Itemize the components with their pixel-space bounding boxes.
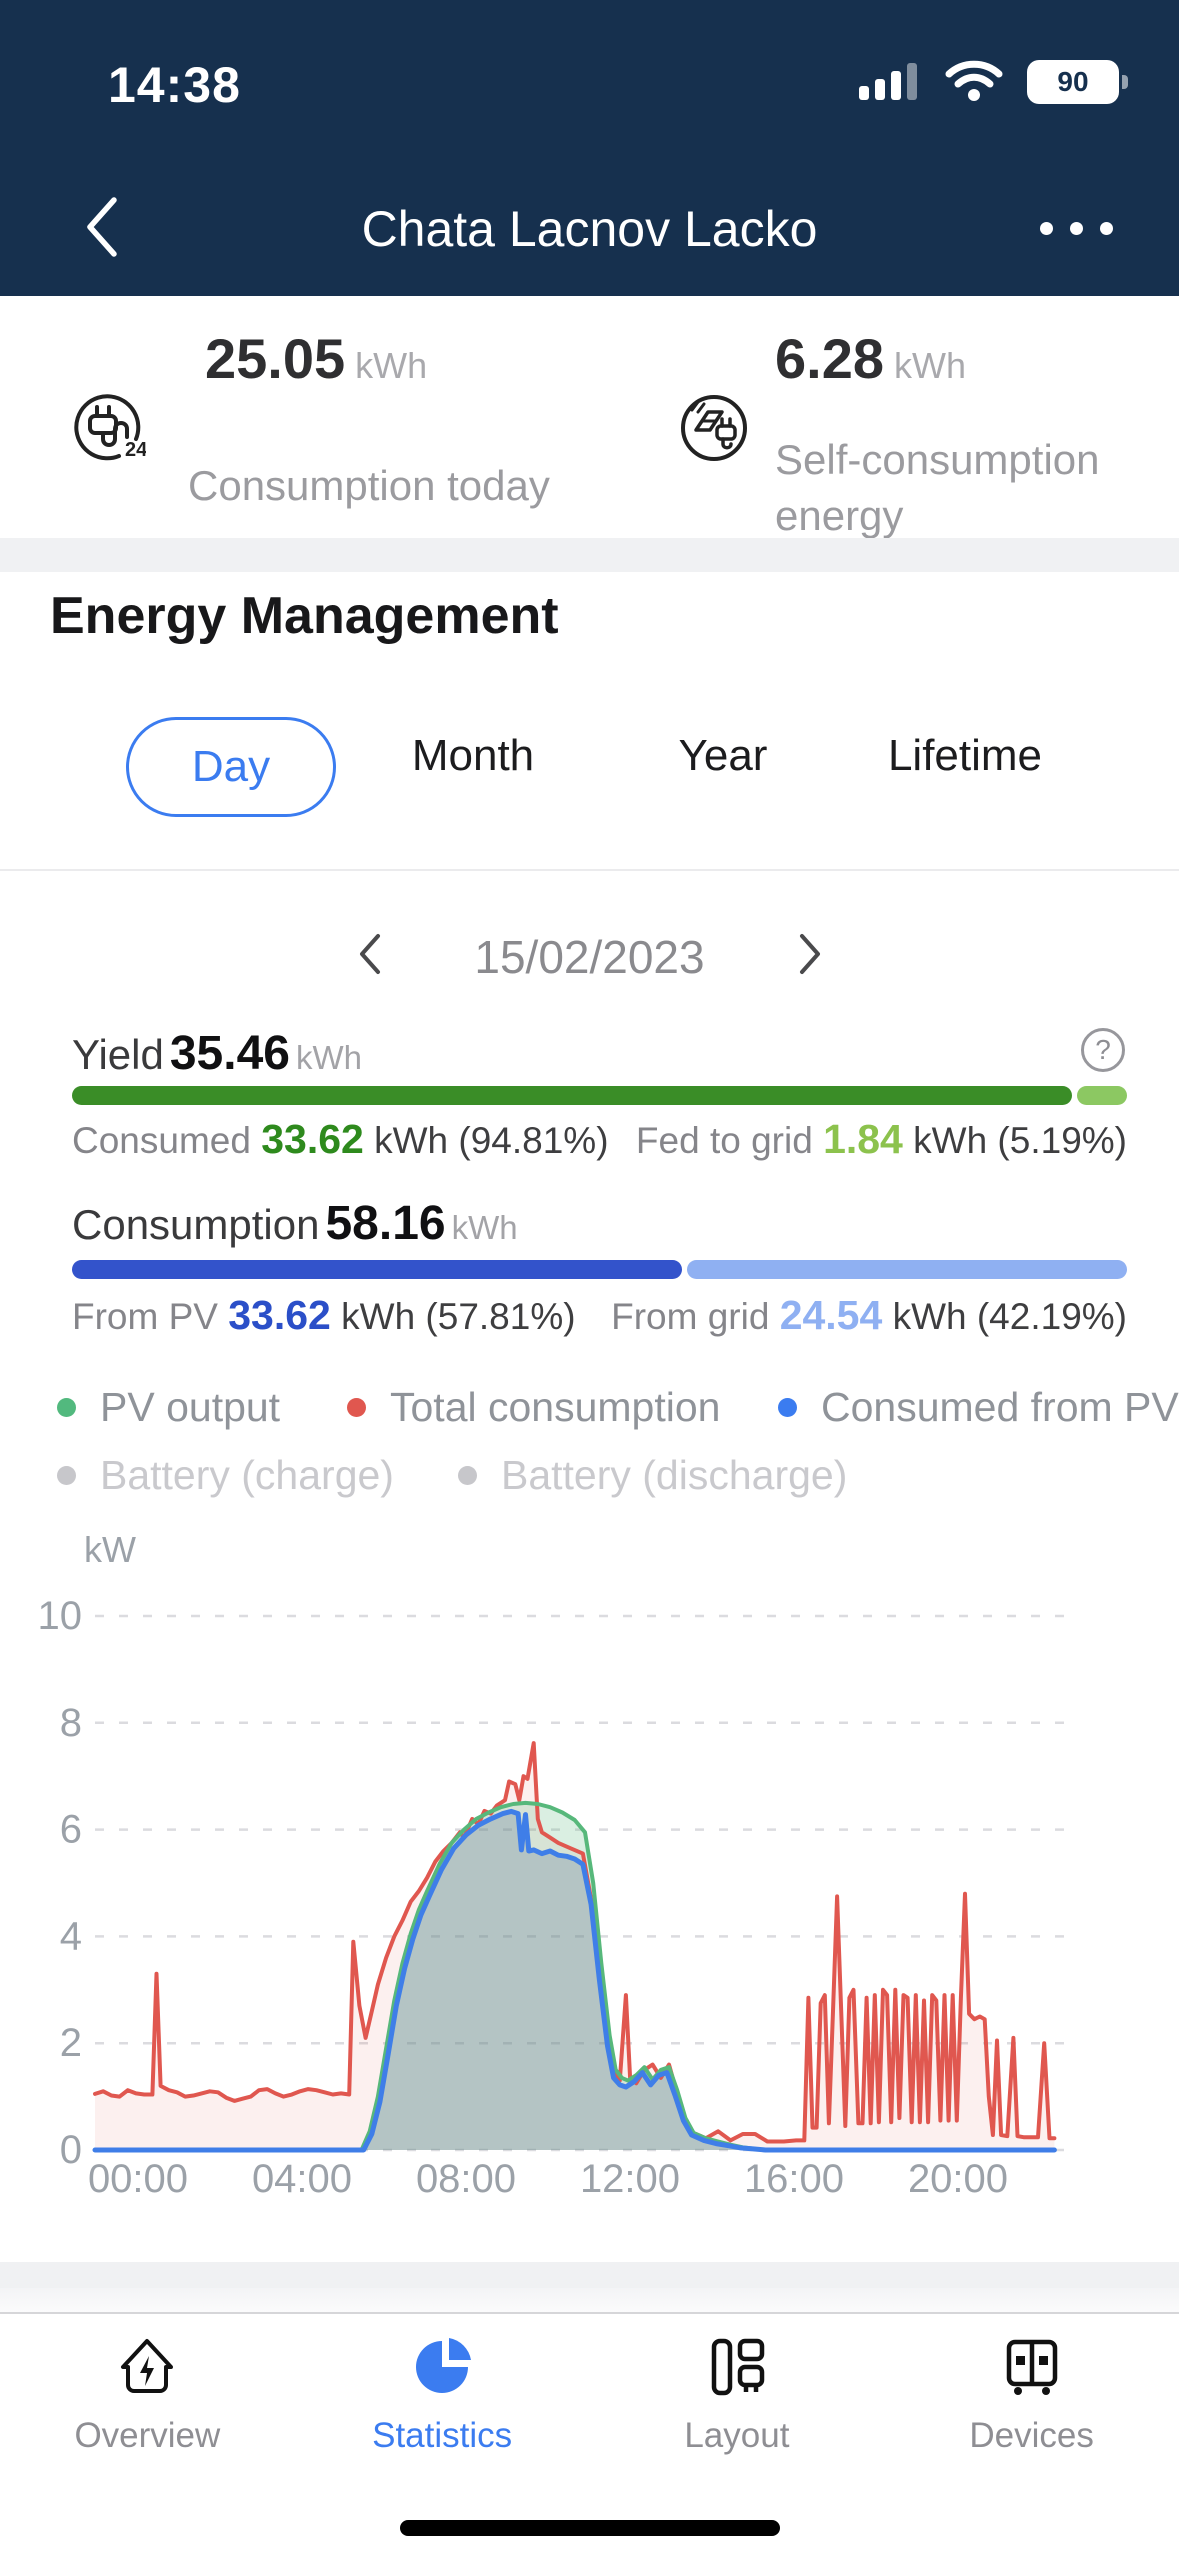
x-tick-label: 08:00 bbox=[416, 2157, 516, 2201]
tab-day[interactable]: Day bbox=[126, 717, 336, 817]
series-area bbox=[95, 1802, 1055, 2150]
y-tick-label: 2 bbox=[60, 2021, 82, 2065]
x-tick-label: 12:00 bbox=[580, 2157, 680, 2201]
y-tick-label: 8 bbox=[60, 1701, 82, 1745]
self-consumption-value: 6.28 kWh bbox=[775, 327, 966, 390]
legend-pv-output[interactable]: PV output bbox=[57, 1384, 280, 1431]
x-tick-label: 16:00 bbox=[744, 2157, 844, 2201]
tab-layout-label: Layout bbox=[684, 2416, 790, 2455]
yield-title: Yield 35.46 kWh bbox=[72, 1027, 362, 1080]
yield-fed-segment bbox=[1077, 1086, 1127, 1105]
legend-dot-green bbox=[57, 1398, 76, 1417]
legend-dot-red bbox=[347, 1398, 366, 1417]
chevron-left-icon bbox=[87, 197, 117, 257]
status-icons: 90 bbox=[859, 60, 1128, 104]
help-icon[interactable]: ? bbox=[1081, 1028, 1125, 1072]
tab-statistics[interactable]: Statistics bbox=[295, 2316, 590, 2556]
page-title: Chata Lacnov Lacko bbox=[361, 201, 818, 257]
consumption-today-value: 25.05 kWh bbox=[205, 327, 428, 390]
section-separator bbox=[0, 538, 1179, 572]
legend-consumed-from-pv[interactable]: Consumed from PV bbox=[778, 1384, 1179, 1431]
series-line bbox=[93, 1800, 1057, 2152]
series-line bbox=[92, 1808, 1057, 2153]
devices-icon bbox=[999, 2334, 1065, 2400]
y-tick-label: 6 bbox=[60, 1808, 82, 1852]
consumption-bar bbox=[72, 1260, 1127, 1279]
self-consumption-label: Self-consumption energy bbox=[775, 436, 1100, 539]
back-button[interactable] bbox=[78, 192, 126, 262]
legend-total-consumption[interactable]: Total consumption bbox=[347, 1384, 720, 1431]
pie-chart-icon bbox=[409, 2334, 475, 2400]
divider bbox=[0, 869, 1179, 871]
battery-percent: 90 bbox=[1057, 66, 1089, 97]
next-day-button[interactable] bbox=[792, 930, 828, 978]
consumption-title: Consumption 58.16 kWh bbox=[72, 1197, 518, 1250]
x-tick-label: 20:00 bbox=[908, 2157, 1008, 2201]
y-tick-label: 10 bbox=[38, 1594, 83, 1638]
consumption-grid-segment bbox=[686, 1260, 1127, 1279]
y-tick-label: 4 bbox=[60, 1914, 82, 1958]
yield-bar bbox=[72, 1086, 1127, 1105]
tab-devices-label: Devices bbox=[969, 2416, 1094, 2455]
bottom-tab-bar: Overview Statistics Layout bbox=[0, 2316, 1179, 2556]
legend-dot-gray1 bbox=[57, 1466, 76, 1485]
layout-icon bbox=[704, 2334, 770, 2400]
consumption-pv-segment bbox=[72, 1260, 682, 1279]
tab-month[interactable]: Month bbox=[411, 731, 535, 780]
legend-battery-discharge[interactable]: Battery (discharge) bbox=[458, 1452, 847, 1499]
previous-day-button[interactable] bbox=[352, 930, 388, 978]
tab-year[interactable]: Year bbox=[678, 731, 768, 780]
legend-dot-gray2 bbox=[458, 1466, 477, 1485]
battery-icon: 90 bbox=[1027, 60, 1128, 104]
power-chart[interactable]: kW 0 2 4 6 8 10 00:00 04:00 08:00 12:00 16:00 20:00 bbox=[0, 1500, 1179, 2260]
selected-date[interactable]: 15/02/2023 bbox=[474, 931, 705, 983]
wifi-icon bbox=[945, 60, 1003, 101]
footer-separator bbox=[0, 2262, 1179, 2288]
tab-statistics-label: Statistics bbox=[372, 2416, 513, 2455]
y-axis-unit-label: kW bbox=[84, 1529, 136, 1570]
cellular-signal-icon bbox=[859, 63, 917, 100]
section-title: Energy Management bbox=[50, 587, 559, 645]
tab-devices[interactable]: Devices bbox=[884, 2316, 1179, 2556]
tabbar-shadow bbox=[0, 2288, 1179, 2314]
yield-consumed-segment bbox=[72, 1086, 1073, 1105]
legend-battery-charge[interactable]: Battery (charge) bbox=[57, 1452, 394, 1499]
tab-layout[interactable]: Layout bbox=[590, 2316, 885, 2556]
x-tick-label: 00:00 bbox=[88, 2157, 188, 2201]
battery-tip bbox=[1122, 75, 1128, 89]
status-time: 14:38 bbox=[108, 57, 241, 113]
legend-dot-blue bbox=[778, 1398, 797, 1417]
home-energy-icon bbox=[114, 2334, 180, 2400]
header: 14:38 90 Chata Lacnov Lacko bbox=[0, 0, 1179, 296]
series-area bbox=[95, 1811, 1055, 2150]
x-tick-label: 04:00 bbox=[252, 2157, 352, 2201]
consumption-today-label: Consumption today bbox=[188, 462, 550, 509]
self-consumption-icon bbox=[681, 395, 747, 461]
consumption-breakdown: From PV 33.62 kWh (57.81%) From grid 24.… bbox=[72, 1292, 1127, 1338]
series-area bbox=[95, 1743, 1055, 2150]
more-options-button[interactable] bbox=[1040, 222, 1113, 235]
consumption-24h-icon: 24 bbox=[74, 394, 146, 461]
y-tick-label: 0 bbox=[60, 2128, 82, 2172]
home-indicator[interactable] bbox=[400, 2520, 780, 2536]
tab-overview[interactable]: Overview bbox=[0, 2316, 295, 2556]
svg-text:24: 24 bbox=[125, 439, 146, 461]
tab-lifetime[interactable]: Lifetime bbox=[887, 731, 1043, 780]
yield-breakdown: Consumed 33.62 kWh (94.81%) Fed to grid … bbox=[72, 1116, 1127, 1162]
tab-overview-label: Overview bbox=[74, 2416, 221, 2455]
